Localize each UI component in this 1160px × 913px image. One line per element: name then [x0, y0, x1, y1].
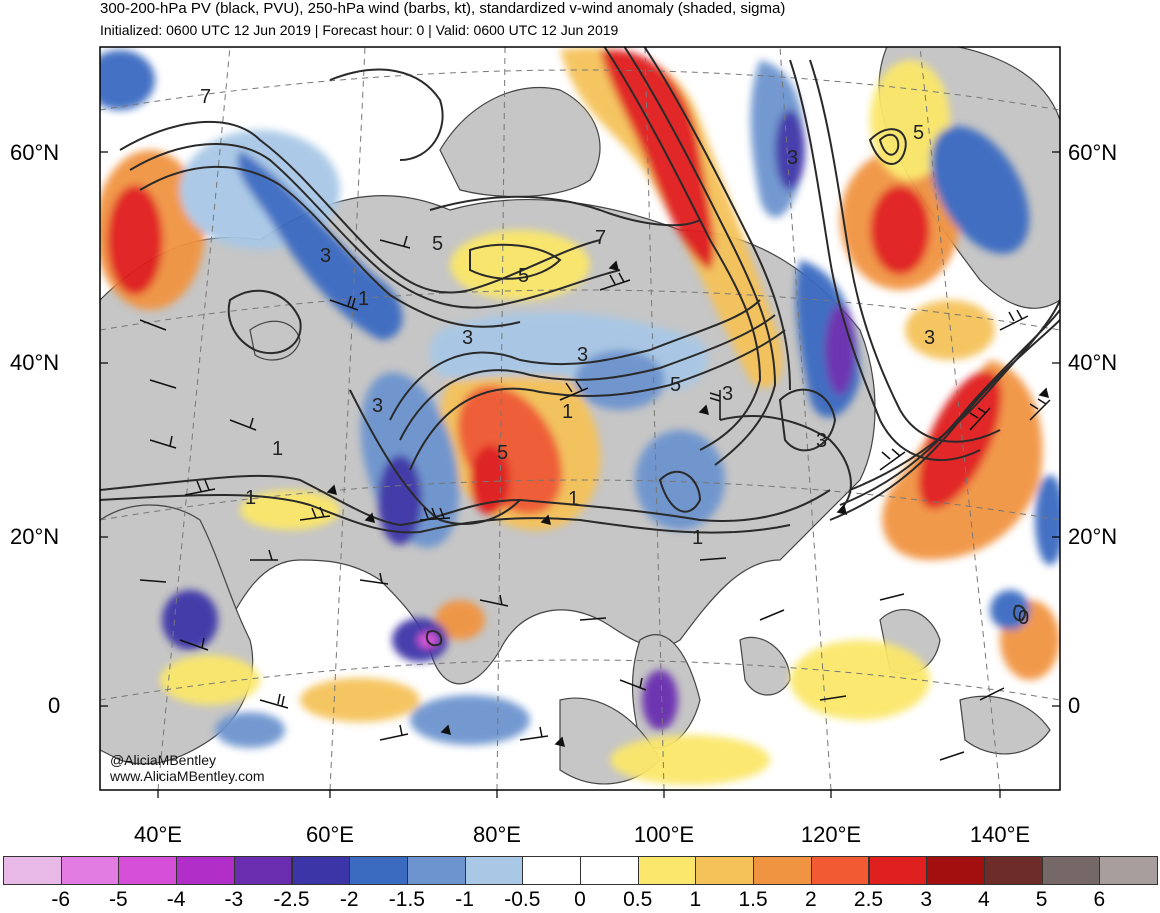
contour-label: 1	[692, 527, 703, 549]
colorbar-swatch	[580, 856, 639, 885]
colorbar-swatch	[291, 856, 351, 885]
colorbar-swatch	[522, 856, 581, 885]
contour-label: 3	[816, 430, 827, 452]
colorbar-label: 1	[689, 888, 702, 911]
contour-label: 5	[518, 265, 529, 287]
contour-label: 5	[497, 442, 508, 464]
colorbar-swatch	[1099, 856, 1158, 885]
colorbar-swatch	[868, 856, 928, 885]
map-title: 300-200-hPa PV (black, PVU), 250-hPa win…	[100, 0, 786, 17]
colorbar-label: 5	[1035, 888, 1048, 911]
map-frame	[99, 46, 1061, 791]
contour-label: 1	[568, 488, 579, 510]
lon-label-40e: 40°E	[134, 822, 182, 847]
colorbar-label: -2	[339, 888, 359, 911]
graticule	[100, 47, 1060, 790]
axis-ticks	[100, 151, 1060, 798]
colorbar-swatch	[926, 856, 985, 885]
colorbar-swatch	[233, 856, 293, 885]
credit-handle: @AliciaMBentley	[110, 752, 217, 768]
colorbar-swatch	[176, 856, 235, 885]
lat-label-0-right: 0	[1068, 693, 1081, 718]
lat-label-60n-right: 60°N	[1068, 140, 1118, 165]
colorbar-label: -5	[109, 888, 128, 911]
colorbar-label: -1	[455, 888, 474, 911]
lat-label-60n-left: 60°N	[10, 140, 60, 165]
contour-label: 0	[1018, 607, 1029, 629]
colorbar-swatch	[464, 856, 524, 885]
map-subtitle: Initialized: 0600 UTC 12 Jun 2019 | Fore…	[100, 22, 619, 38]
lat-label-20n-right: 20°N	[1068, 524, 1118, 549]
colorbar-swatch	[637, 856, 697, 885]
colorbar-label: 0	[574, 888, 586, 911]
contour-label: 1	[562, 401, 573, 423]
colorbar-swatch	[3, 856, 62, 885]
lon-label-100e: 100°E	[633, 822, 695, 847]
colorbar-swatch	[983, 856, 1043, 885]
contour-label: 3	[787, 147, 798, 169]
colorbar-swatch	[1041, 856, 1101, 885]
credit-website[interactable]: www.AliciaMBentley.com	[110, 768, 265, 784]
pv-contours	[100, 47, 1060, 647]
contour-label: 5	[913, 122, 924, 144]
colorbar-label: 2	[804, 888, 817, 911]
colorbar-label: -0.5	[504, 888, 541, 911]
contour-labels: 7 3 1 3 1 5 7 3 3 5 3 1 5 3 5 3 1 5 3 1 1 0	[200, 86, 1029, 629]
v-wind-anomaly-shading	[100, 47, 1060, 785]
colorbar-swatch	[810, 856, 870, 885]
colorbar-label: -4	[166, 888, 186, 911]
contour-label: 1	[272, 438, 283, 460]
lon-label-140e: 140°E	[969, 822, 1031, 847]
contour-label: 3	[372, 395, 383, 417]
lat-label-0-left: 0	[48, 693, 61, 718]
contour-label: 7	[200, 86, 211, 108]
colorbar-label: 1.5	[738, 888, 768, 911]
colorbar-label: 0.5	[623, 888, 653, 911]
contour-label: 1	[358, 288, 369, 310]
contour-label: 7	[595, 227, 606, 249]
contour-label: 5	[432, 233, 443, 255]
colorbar-label: 3	[920, 888, 933, 911]
contour-label: 3	[924, 327, 935, 349]
lon-label-120e: 120°E	[800, 822, 862, 847]
colorbar-swatch	[118, 856, 178, 885]
lat-label-40n-left: 40°N	[10, 350, 60, 375]
lon-label-80e: 80°E	[473, 822, 521, 847]
colorbar-label: -1.5	[388, 888, 425, 911]
lon-label-60e: 60°E	[306, 822, 354, 847]
contour-label: 5	[670, 374, 681, 396]
colorbar-swatch	[406, 856, 466, 885]
colorbar-label: 2.5	[853, 888, 884, 911]
wind-barbs	[139, 235, 1051, 761]
contour-label: 3	[462, 327, 473, 349]
colorbar-swatch	[695, 856, 755, 885]
colorbar-label: -3	[224, 888, 244, 911]
colorbar-label: 6	[1093, 888, 1106, 911]
colorbar-label: 4	[978, 888, 990, 911]
contour-label: 1	[245, 487, 256, 509]
map-panel: 7 3 1 3 1 5 7 3 3 5 3 1 5 3 5 3 1 5 3 1 1 0	[100, 47, 1060, 790]
lat-label-20n-left: 20°N	[10, 524, 60, 549]
colorbar-swatch	[349, 856, 408, 885]
colorbar-swatch	[60, 856, 120, 885]
colorbar-swatch	[753, 856, 812, 885]
contour-label: 3	[577, 344, 588, 366]
lat-label-40n-right: 40°N	[1068, 350, 1118, 375]
colorbar-label: -2.5	[273, 888, 310, 911]
contour-label: 3	[722, 383, 733, 405]
contour-label: 3	[320, 245, 331, 267]
colorbar-label: -6	[51, 888, 71, 911]
